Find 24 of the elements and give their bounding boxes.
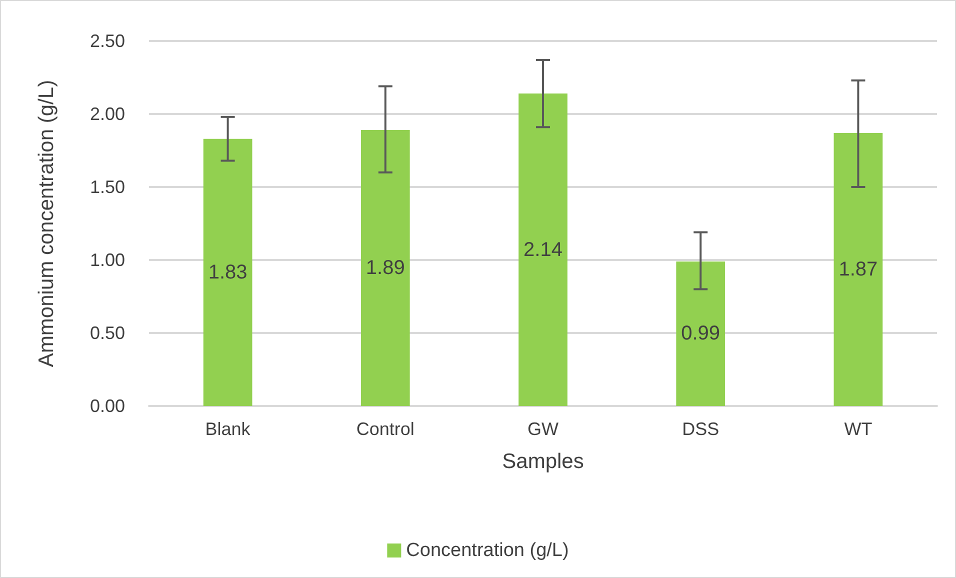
data-label: 0.99 [681,322,720,345]
bar [834,132,883,406]
data-label: 2.14 [524,238,562,261]
x-tick-label: WT [844,419,872,439]
x-tick-label: Control [356,419,414,439]
y-tick-label: 2.50 [90,31,125,51]
x-tick-label: Blank [205,419,252,439]
y-tick-label: 1.50 [90,177,125,197]
x-axis-title: Samples [502,450,584,473]
data-label: 1.83 [208,261,248,284]
x-tick-label: DSS [682,419,720,439]
bar [676,261,726,406]
y-tick-label: 1.00 [90,250,125,270]
x-tick-label: GW [528,419,558,439]
bar [518,94,568,406]
data-label: 1.89 [366,257,405,280]
y-tick-label: 0.50 [90,323,125,343]
bar [203,138,252,406]
legend-label: Concentration (g/L) [406,540,569,561]
y-tick-label: 0.00 [90,396,125,416]
bar [360,130,410,406]
y-tick-label: 2.00 [90,104,125,124]
data-label: 1.87 [838,258,878,280]
y-axis-title: Ammonium concentration (g/L) [35,80,58,368]
